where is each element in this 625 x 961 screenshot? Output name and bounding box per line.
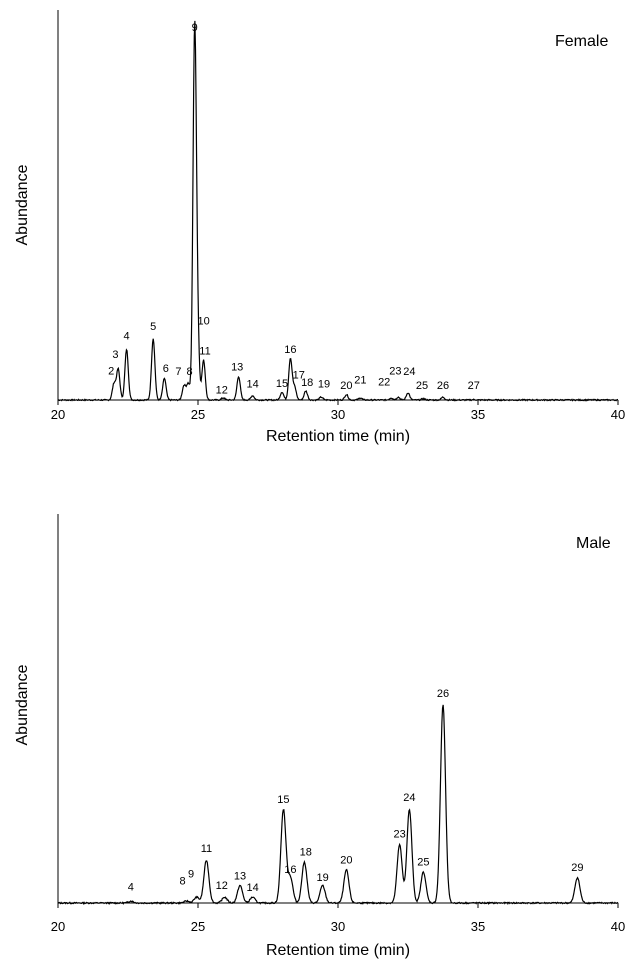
male-panel-title: Male: [576, 535, 611, 552]
male-peak-label-29: 29: [571, 862, 583, 874]
male-peak-label-24: 24: [403, 792, 415, 804]
male-peak-label-9: 9: [188, 868, 194, 880]
male-x-tick-label: 25: [191, 919, 205, 934]
female-peak-label-13: 13: [231, 361, 243, 373]
male-peak-label-8: 8: [180, 876, 186, 888]
male-peak-label-18: 18: [300, 847, 312, 859]
female-y-axis-title: Abundance: [14, 164, 31, 245]
female-peak-label-14: 14: [246, 378, 258, 390]
male-peak-label-19: 19: [316, 872, 328, 884]
male-peak-label-20: 20: [340, 854, 352, 866]
female-peak-label-4: 4: [124, 331, 130, 343]
female-peak-label-16: 16: [284, 344, 296, 356]
male-peak-label-16: 16: [284, 864, 296, 876]
female-peak-label-8: 8: [187, 366, 193, 378]
female-peak-label-15: 15: [276, 378, 288, 390]
male-peak-label-14: 14: [246, 882, 258, 894]
male-y-axis-title: Abundance: [14, 664, 31, 745]
male-chromatogram-trace: [57, 704, 619, 906]
male-peak-label-26: 26: [437, 688, 449, 700]
male-peak-label-12: 12: [216, 880, 228, 892]
male-x-tick-label: 40: [611, 919, 625, 934]
female-panel-title: Female: [555, 33, 608, 50]
female-peak-label-9: 9: [192, 22, 198, 34]
female-x-tick-label: 40: [611, 407, 625, 422]
female-peak-label-18: 18: [301, 377, 313, 389]
female-peak-label-7: 7: [175, 366, 181, 378]
female-peak-label-2: 2: [108, 365, 114, 377]
female-peak-label-25: 25: [416, 380, 428, 392]
male-x-tick-label: 20: [51, 919, 65, 934]
female-peak-label-17: 17: [293, 369, 305, 381]
female-chromatogram-panel: Female Abundance Retention time (min) 20…: [14, 10, 625, 445]
female-x-tick-label: 35: [471, 407, 485, 422]
male-x-tick-label: 35: [471, 919, 485, 934]
male-peak-label-25: 25: [417, 856, 429, 868]
female-peak-label-19: 19: [318, 379, 330, 391]
male-chromatogram-panel: Male Abundance Retention time (min) 20 25…: [14, 514, 625, 959]
male-peak-label-11: 11: [201, 843, 212, 855]
female-peak-label-20: 20: [340, 380, 352, 392]
female-peak-label-12: 12: [216, 384, 228, 396]
female-peak-label-22: 22: [378, 377, 390, 389]
male-x-axis-title: Retention time (min): [266, 942, 410, 959]
female-peak-label-6: 6: [163, 363, 169, 375]
female-x-axis-title: Retention time (min): [266, 428, 410, 445]
female-peak-label-26: 26: [437, 380, 449, 392]
female-peak-label-24: 24: [403, 366, 415, 378]
female-peak-label-23: 23: [389, 365, 401, 377]
female-x-tick-label: 30: [331, 407, 345, 422]
female-peak-label-5: 5: [150, 321, 156, 333]
male-peak-label-4: 4: [128, 882, 134, 894]
female-peak-label-11: 11: [199, 345, 210, 357]
male-x-tick-label: 30: [331, 919, 345, 934]
female-x-tick-label: 25: [191, 407, 205, 422]
female-chromatogram-trace: [57, 20, 619, 402]
female-peak-label-21: 21: [354, 374, 366, 386]
male-peak-label-23: 23: [393, 828, 405, 840]
male-peak-label-15: 15: [277, 794, 289, 806]
female-x-tick-label: 20: [51, 407, 65, 422]
male-peak-label-13: 13: [234, 870, 246, 882]
female-peak-label-10: 10: [197, 315, 209, 327]
female-peak-label-3: 3: [112, 349, 118, 361]
female-peak-label-27: 27: [468, 380, 480, 392]
